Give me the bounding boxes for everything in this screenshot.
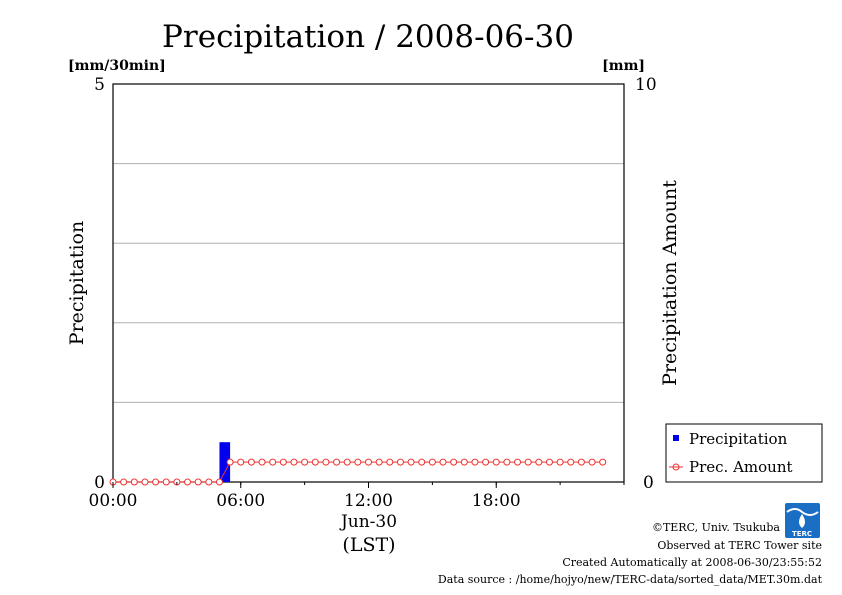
- amount-point: [365, 458, 372, 466]
- credit-source: Data source : /home/hojyo/new/TERC-data/…: [438, 573, 823, 586]
- amount-point: [322, 458, 330, 466]
- amount-point: [503, 458, 511, 466]
- amount-point: [535, 458, 543, 466]
- y-right-tick-zero: 0: [643, 473, 654, 493]
- amount-point: [290, 458, 298, 466]
- amount-point: [588, 458, 596, 466]
- x-tick-label: 00:00: [89, 491, 138, 511]
- amount-point: [386, 458, 394, 466]
- x-axis-ticks: 00:00 06:00 12:00 18:00: [89, 482, 625, 511]
- left-unit-label: [mm/30min]: [68, 58, 166, 74]
- legend-box: [665, 423, 823, 483]
- credit-copyright: ©TERC, Univ. Tsukuba: [652, 521, 780, 534]
- amount-point: [184, 478, 192, 486]
- legend: Precipitation Prec. Amount: [665, 423, 823, 483]
- precipitation-bars: [219, 442, 231, 482]
- amount-point: [215, 478, 223, 486]
- x-tick-label: 12:00: [344, 491, 393, 511]
- amount-point: [152, 478, 160, 486]
- amount-point: [567, 458, 575, 466]
- logo-wave-icon: [786, 508, 819, 516]
- amount-point: [556, 458, 564, 466]
- x-timezone-label: (LST): [342, 534, 395, 556]
- amount-point: [450, 458, 458, 466]
- amount-point: [407, 458, 415, 466]
- amount-point: [428, 458, 436, 466]
- credit-created: Created Automatically at 2008-06-30/23:5…: [562, 556, 822, 569]
- x-date-label: Jun-30: [339, 512, 397, 532]
- amount-point: [205, 478, 213, 486]
- amount-point: [237, 458, 245, 466]
- amount-point: [460, 458, 468, 466]
- logo-drop-icon: [799, 514, 805, 528]
- amount-point: [492, 458, 500, 466]
- amount-point: [333, 458, 341, 466]
- amount-series: [109, 458, 607, 486]
- amount-point: [482, 458, 490, 466]
- amount-point: [120, 478, 128, 486]
- amount-point: [130, 478, 138, 486]
- legend-amount-label: Prec. Amount: [689, 458, 793, 476]
- amount-point: [301, 458, 309, 466]
- amount-point: [439, 458, 447, 466]
- y-right-tick-max: 10: [635, 75, 657, 95]
- amount-point: [375, 458, 383, 466]
- plot-frame: [112, 83, 625, 483]
- grid-lines: [113, 163, 624, 403]
- amount-point: [471, 458, 479, 466]
- amount-point: [269, 458, 277, 466]
- logo-text: TERC: [792, 530, 812, 538]
- amount-point: [577, 458, 585, 466]
- legend-precipitation-label: Precipitation: [689, 430, 788, 448]
- x-tick-label: 06:00: [216, 491, 265, 511]
- y-left-tick-zero: 0: [94, 473, 105, 493]
- amount-point: [545, 458, 553, 466]
- amount-point: [141, 478, 149, 486]
- y-left-tick-max: 5: [94, 75, 105, 95]
- amount-point: [162, 478, 170, 486]
- terc-logo: TERC: [785, 503, 820, 538]
- amount-point: [279, 458, 287, 466]
- legend-precipitation-swatch: [673, 435, 679, 441]
- amount-point: [396, 458, 404, 466]
- amount-point: [258, 458, 266, 466]
- amount-point: [514, 458, 522, 466]
- x-tick-label: 18:00: [472, 491, 521, 511]
- amount-point: [343, 458, 351, 466]
- amount-point: [354, 458, 362, 466]
- y-left-axis-title: Precipitation: [66, 221, 88, 345]
- amount-point: [247, 458, 255, 466]
- right-unit-label: [mm]: [602, 58, 645, 74]
- amount-point: [524, 458, 532, 466]
- amount-point: [599, 458, 607, 466]
- chart-title: Precipitation / 2008-06-30: [162, 19, 574, 55]
- credit-observed: Observed at TERC Tower site: [657, 539, 822, 552]
- amount-point: [226, 458, 234, 466]
- amount-point: [418, 458, 426, 466]
- precipitation-bar: [219, 442, 231, 482]
- legend-amount-marker: [672, 463, 680, 471]
- amount-point: [311, 458, 319, 466]
- y-right-axis-title: Precipitation Amount: [659, 180, 681, 386]
- amount-point: [194, 478, 202, 486]
